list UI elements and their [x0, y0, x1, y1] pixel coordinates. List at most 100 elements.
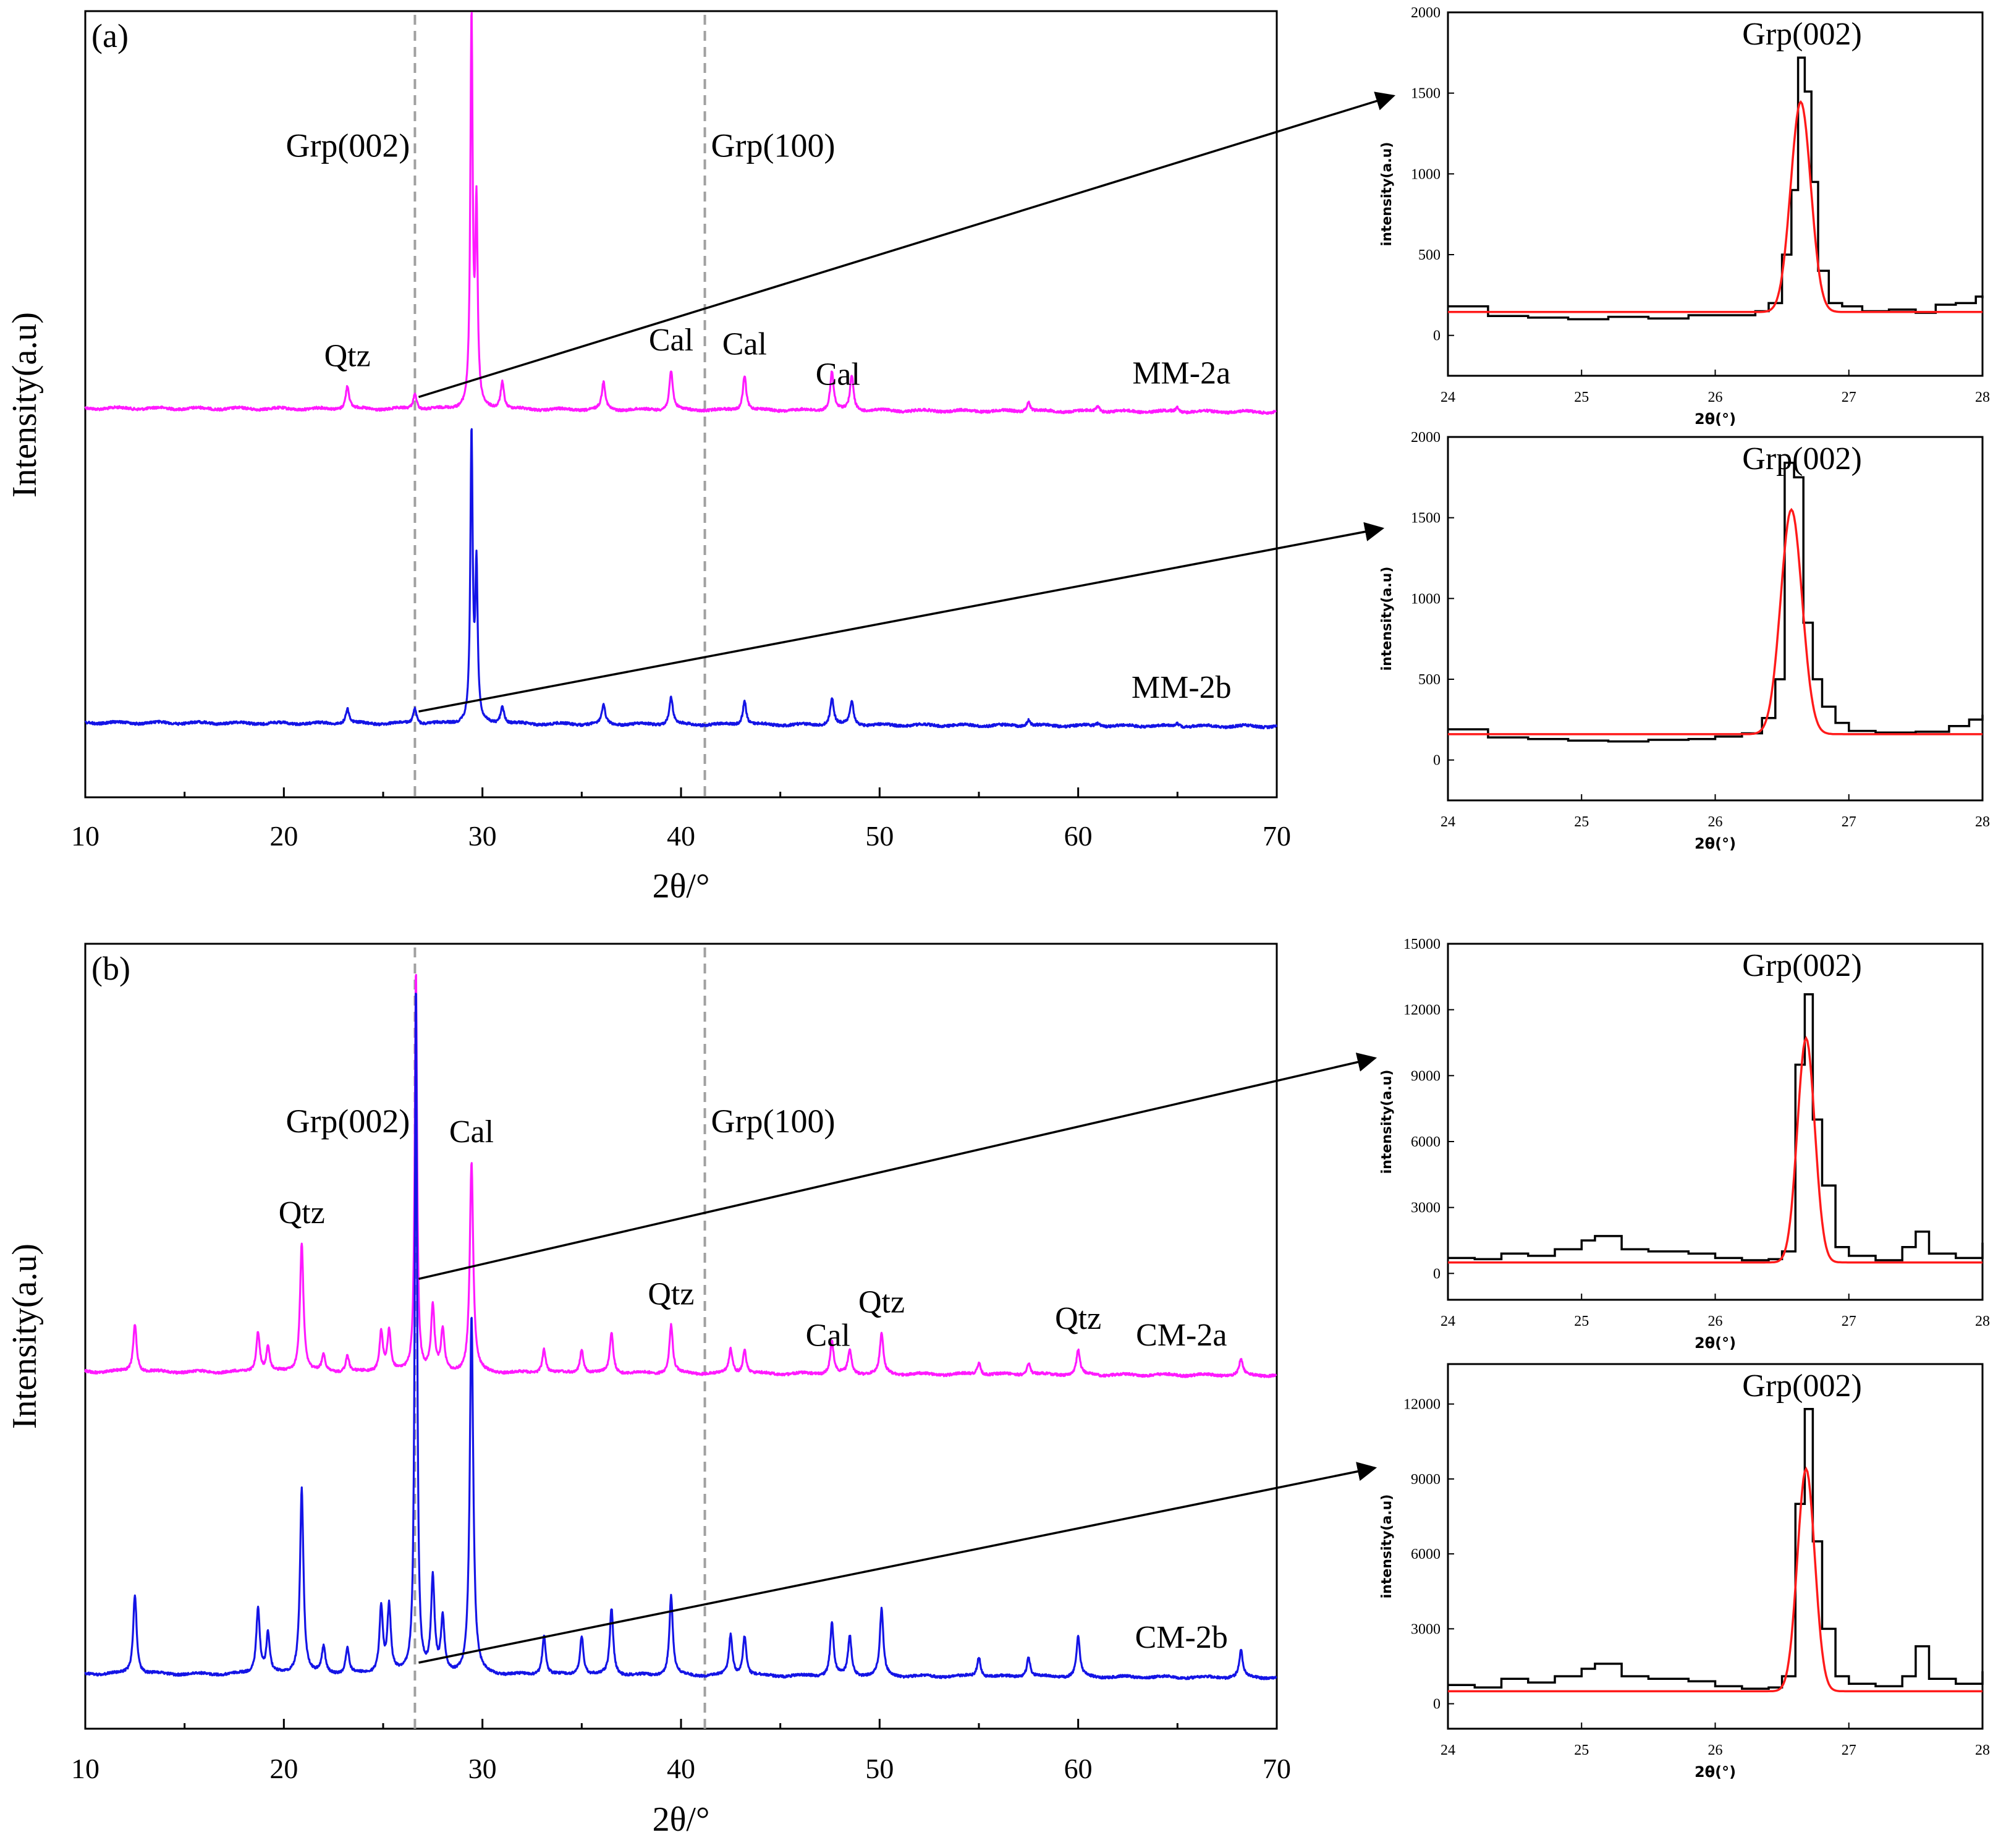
inset-x-tick-label: 24: [1441, 1313, 1455, 1329]
plot-frame: [84, 943, 1278, 1730]
callout-arrow: [418, 1462, 1377, 1664]
x-tick-label: 50: [865, 820, 894, 852]
inset-raw-data-line: [1448, 1407, 1984, 1690]
inset-y-tick-label: 2000: [1411, 5, 1441, 21]
inset-y-tick-label: 500: [1418, 672, 1441, 688]
panel-label: (a): [91, 17, 129, 54]
inset-title: Grp(002): [1742, 17, 1862, 52]
inset-y-tick-label: 12000: [1403, 1397, 1441, 1413]
x-tick-label: 30: [468, 820, 497, 852]
x-axis-title: 2θ/°: [653, 1800, 710, 1839]
inset-raw-data-line: [1448, 462, 1984, 743]
inset-fit-line: [1448, 100, 1982, 313]
inset-x-tick-label: 27: [1842, 389, 1856, 405]
peak-label: Cal: [722, 327, 767, 362]
inset-title: Grp(002): [1742, 1368, 1862, 1404]
inset-y-tick-label: 0: [1433, 1697, 1441, 1713]
peak-label: Qtz: [858, 1284, 905, 1320]
inset-x-tick-label: 24: [1441, 1742, 1455, 1758]
inset-x-tick-label: 28: [1975, 389, 1990, 405]
inset-y-tick-label: 12000: [1403, 1002, 1441, 1019]
x-tick-label: 40: [667, 820, 695, 852]
peak-label: Cal: [449, 1114, 494, 1150]
inset-y-tick-label: 0: [1433, 753, 1441, 769]
x-tick-label: 30: [468, 1753, 497, 1784]
inset-y-tick-label: 1500: [1411, 511, 1441, 527]
x-tick-label: 70: [1263, 820, 1291, 852]
inset-x-tick-label: 26: [1708, 1742, 1723, 1758]
inset-raw-data-line: [1448, 56, 1984, 321]
inset-fit-line: [1448, 1466, 1982, 1693]
inset-frame: [1447, 436, 1984, 802]
peak-label: Cal: [816, 357, 860, 392]
inset-title: Grp(002): [1742, 948, 1862, 983]
inset-y-tick-label: 6000: [1411, 1134, 1441, 1150]
inset-frame: [1447, 1363, 1984, 1730]
inset-title: Grp(002): [1742, 441, 1862, 477]
x-tick-label: 50: [865, 1753, 894, 1784]
callout-arrow: [418, 522, 1385, 713]
peak-label: Qtz: [648, 1276, 694, 1312]
inset-x-tick-label: 25: [1574, 1742, 1589, 1758]
inset-fit-line: [1448, 1035, 1982, 1264]
series-line-mm-2a: [84, 12, 1277, 415]
inset-x-axis-title: 2θ(°): [1695, 835, 1736, 852]
inset-y-tick-label: 3000: [1411, 1621, 1441, 1637]
plot-frame: [84, 10, 1278, 799]
series-name-label: CM-2b: [1135, 1620, 1228, 1655]
y-axis-title: Intensity(a.u): [6, 1244, 44, 1429]
inset-x-tick-label: 26: [1708, 1313, 1723, 1329]
inset-x-tick-label: 24: [1441, 814, 1455, 830]
inset-y-tick-label: 500: [1418, 247, 1441, 263]
x-tick-label: 20: [269, 1753, 298, 1784]
inset-x-tick-label: 25: [1574, 814, 1589, 830]
inset-y-axis-title: intensity(a.u): [1379, 1070, 1395, 1174]
inset-y-tick-label: 9000: [1411, 1472, 1441, 1488]
reference-line-label: Grp(002): [286, 1103, 410, 1140]
peak-label: Cal: [806, 1318, 850, 1353]
inset-x-axis-title: 2θ(°): [1695, 1763, 1736, 1781]
inset-y-axis-title: intensity(a.u): [1379, 567, 1395, 671]
inset-y-tick-label: 2000: [1411, 430, 1441, 446]
inset-raw-data-line: [1448, 993, 1984, 1261]
x-tick-label: 10: [71, 820, 99, 852]
inset-x-tick-label: 25: [1574, 1313, 1589, 1329]
inset-x-tick-label: 26: [1708, 814, 1723, 830]
series-name-label: CM-2a: [1136, 1318, 1227, 1353]
panel-label: (b): [91, 950, 130, 987]
inset-x-tick-label: 26: [1708, 389, 1723, 405]
inset-x-tick-label: 27: [1842, 1742, 1856, 1758]
inset-y-tick-label: 15000: [1403, 936, 1441, 952]
x-tick-label: 10: [71, 1753, 99, 1784]
peak-label: Qtz: [279, 1195, 325, 1231]
x-tick-label: 60: [1064, 1753, 1093, 1784]
inset-y-axis-title: intensity(a.u): [1379, 142, 1395, 247]
inset-frame: [1447, 11, 1984, 377]
x-tick-label: 20: [269, 820, 298, 852]
inset-y-tick-label: 9000: [1411, 1068, 1441, 1084]
reference-line-label: Grp(002): [286, 127, 410, 164]
reference-line-label: Grp(100): [711, 127, 836, 164]
series-name-label: MM-2a: [1132, 355, 1230, 391]
inset-x-tick-label: 24: [1441, 389, 1455, 405]
inset-y-tick-label: 0: [1433, 1266, 1441, 1282]
series-line-cm-2b: [84, 993, 1277, 1681]
inset-x-tick-label: 28: [1975, 814, 1990, 830]
x-tick-label: 70: [1263, 1753, 1291, 1784]
reference-line-label: Grp(100): [711, 1103, 836, 1140]
inset-y-tick-label: 0: [1433, 328, 1441, 344]
inset-fit-line: [1448, 507, 1982, 735]
inset-x-tick-label: 27: [1842, 1313, 1856, 1329]
x-tick-label: 40: [667, 1753, 695, 1784]
inset-y-tick-label: 1000: [1411, 166, 1441, 182]
inset-x-axis-title: 2θ(°): [1695, 1334, 1736, 1352]
y-axis-title: Intensity(a.u): [6, 312, 44, 498]
callout-arrow: [418, 91, 1396, 399]
x-tick-label: 60: [1064, 820, 1093, 852]
inset-y-tick-label: 1500: [1411, 86, 1441, 102]
chart-layer: 10203040506070MM-2aQtzCalCalCalCalMM-2bG…: [6, 5, 1990, 1839]
series-name-label: MM-2b: [1132, 670, 1232, 705]
inset-y-tick-label: 1000: [1411, 591, 1441, 607]
series-line-cm-2a: [84, 973, 1277, 1378]
